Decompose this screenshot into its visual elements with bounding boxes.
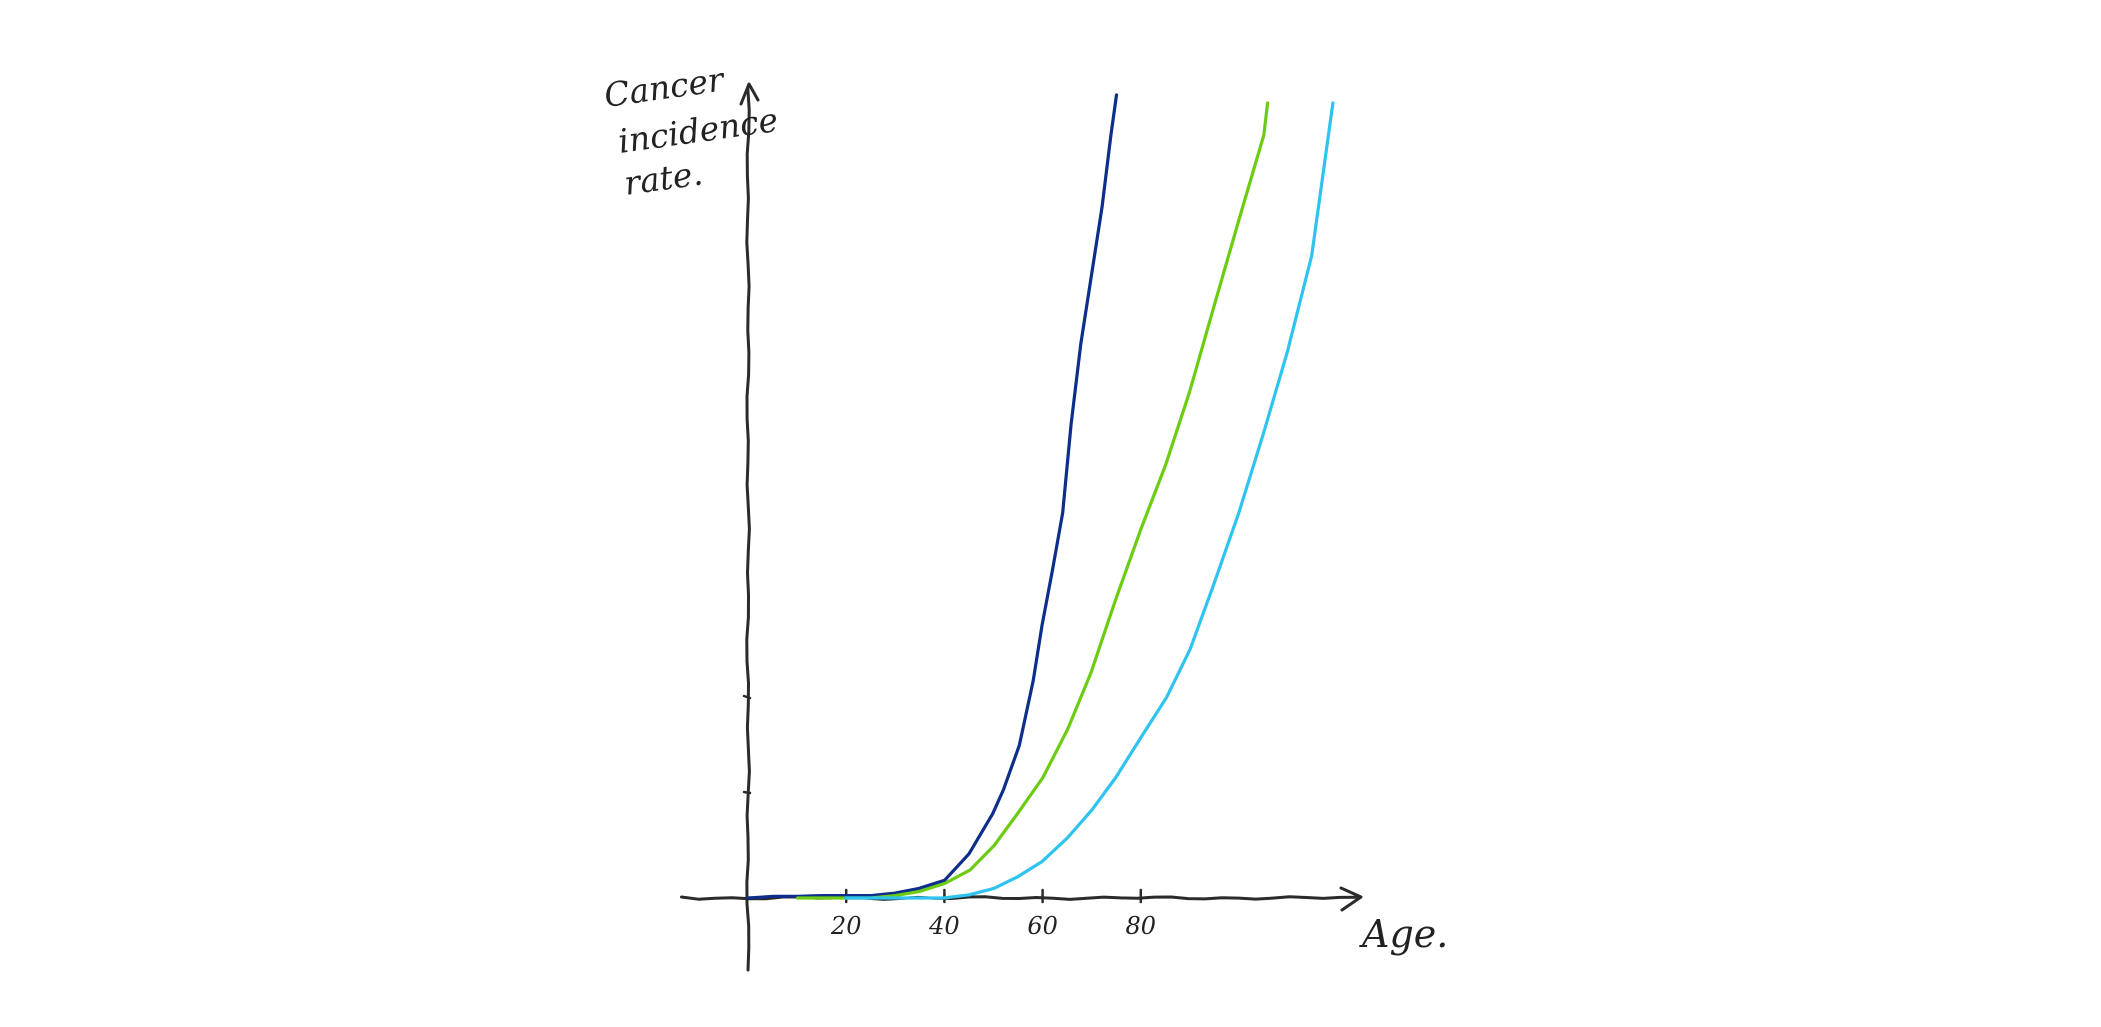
y-axis-tick (742, 694, 752, 700)
x-axis-label: Age. (1359, 912, 1448, 956)
x-axis-arrowhead (1339, 886, 1363, 912)
y-axis-arrowhead (739, 82, 760, 106)
y-axis-tick (742, 790, 752, 795)
series-line-3 (843, 101, 1335, 900)
x-tick-label: 40 (928, 912, 960, 940)
series-line-2 (796, 101, 1270, 900)
x-tick-label: 20 (830, 912, 862, 940)
y-axis-label-line-3: rate. (622, 153, 705, 203)
x-tick-label: 80 (1126, 912, 1157, 940)
x-axis-ticks: 20 40 60 80 (830, 888, 1157, 940)
y-axis-line (745, 86, 751, 972)
series-line-1 (746, 93, 1119, 900)
y-axis-label: Cancer incidence rate. (602, 59, 781, 203)
x-tick-label: 60 (1027, 912, 1058, 940)
series-group (746, 93, 1335, 900)
y-axis-label-line-1: Cancer (602, 59, 728, 115)
